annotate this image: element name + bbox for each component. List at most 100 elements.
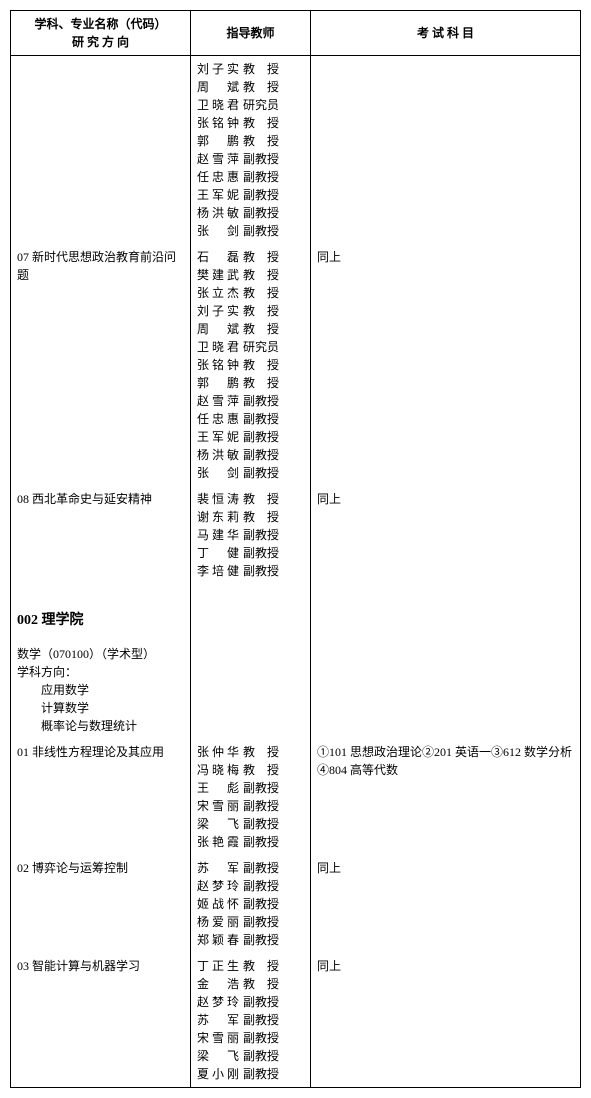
advisor-title: 副教授 (243, 562, 279, 580)
subject-line: 08 西北革命史与延安精神 (17, 490, 184, 508)
advisor-line: 王军妮副教授 (197, 428, 304, 446)
advisor-name: 王军妮 (197, 186, 239, 204)
advisor-title: 副教授 (243, 797, 279, 815)
advisor-title: 副教授 (243, 392, 279, 410)
subject-line: 概率论与数理统计 (17, 717, 184, 735)
advisor-name: 马建华 (197, 526, 239, 544)
advisor-title: 副教授 (243, 544, 279, 562)
advisor-name: 姬战怀 (197, 895, 239, 913)
advisor-line: 王 彪副教授 (197, 779, 304, 797)
exam-cell (311, 56, 581, 245)
advisor-name: 赵梦玲 (197, 993, 239, 1011)
advisor-title: 教 授 (243, 132, 279, 150)
advisor-line: 张艳霞副教授 (197, 833, 304, 851)
advisor-name: 卫晓君 (197, 96, 239, 114)
advisor-line: 卫晓君研究员 (197, 96, 304, 114)
table-row: 08 西北革命史与延安精神裴恒涛教 授谢东莉教 授马建华副教授丁 健副教授李培健… (11, 486, 581, 584)
advisor-name: 任忠惠 (197, 410, 239, 428)
advisor-line: 梁 飞副教授 (197, 1047, 304, 1065)
advisor-cell: 石 磊教 授樊建武教 授张立杰教 授刘子实教 授周 斌教 授卫晓君研究员张铭钟教… (191, 244, 311, 486)
advisor-name: 张 剑 (197, 222, 239, 240)
advisor-title: 副教授 (243, 464, 279, 482)
advisor-name: 任忠惠 (197, 168, 239, 186)
advisor-name: 王军妮 (197, 428, 239, 446)
advisor-line: 任忠惠副教授 (197, 410, 304, 428)
advisor-line: 姬战怀副教授 (197, 895, 304, 913)
advisor-title: 副教授 (243, 931, 279, 949)
advisor-line: 马建华副教授 (197, 526, 304, 544)
advisor-line: 张 剑副教授 (197, 464, 304, 482)
advisor-title: 副教授 (243, 186, 279, 204)
advisor-title: 研究员 (243, 338, 279, 356)
advisor-cell: 刘子实教 授周 斌教 授卫晓君研究员张铭钟教 授郭 鹏教 授赵雪萍副教授任忠惠副… (191, 56, 311, 245)
advisor-line: 周 斌教 授 (197, 78, 304, 96)
advisor-title: 教 授 (243, 302, 279, 320)
advisor-name: 宋雪丽 (197, 1029, 239, 1047)
advisor-name: 樊建武 (197, 266, 239, 284)
header-subject: 学科、专业名称（代码）研 究 方 向 (11, 11, 191, 56)
table-row: 01 非线性方程理论及其应用张仲华教 授冯晓梅教 授王 彪副教授宋雪丽副教授梁 … (11, 739, 581, 855)
advisor-cell (191, 584, 311, 641)
advisor-title: 教 授 (243, 356, 279, 374)
table-row: 数学（070100）（学术型）学科方向： 应用数学 计算数学 概率论与数理统计 (11, 641, 581, 739)
subject-line: 学科方向： (17, 663, 184, 681)
advisor-cell: 张仲华教 授冯晓梅教 授王 彪副教授宋雪丽副教授梁 飞副教授张艳霞副教授 (191, 739, 311, 855)
advisor-line: 樊建武教 授 (197, 266, 304, 284)
page: 学科、专业名称（代码）研 究 方 向 指导教师 考 试 科 目 刘子实教 授周 … (10, 10, 581, 1088)
advisor-line: 宋雪丽副教授 (197, 797, 304, 815)
exam-cell: ①101 思想政治理论②201 英语一③612 数学分析④804 高等代数 (311, 739, 581, 855)
advisor-title: 教 授 (243, 957, 279, 975)
advisor-line: 杨爱丽副教授 (197, 913, 304, 931)
advisor-line: 李培健副教授 (197, 562, 304, 580)
advisor-line: 杨洪敏副教授 (197, 446, 304, 464)
advisor-cell (191, 641, 311, 739)
advisor-name: 张艳霞 (197, 833, 239, 851)
advisor-line: 张铭钟教 授 (197, 114, 304, 132)
advisor-title: 教 授 (243, 78, 279, 96)
advisor-line: 赵雪萍副教授 (197, 150, 304, 168)
advisor-title: 副教授 (243, 895, 279, 913)
advisor-name: 苏 军 (197, 1011, 239, 1029)
advisor-title: 副教授 (243, 526, 279, 544)
subject-cell: 01 非线性方程理论及其应用 (11, 739, 191, 855)
advisor-title: 副教授 (243, 859, 279, 877)
advisor-line: 张 剑副教授 (197, 222, 304, 240)
advisor-title: 副教授 (243, 993, 279, 1011)
advisor-name: 张仲华 (197, 743, 239, 761)
advisor-name: 金 浩 (197, 975, 239, 993)
advisor-name: 杨洪敏 (197, 204, 239, 222)
advisor-name: 谢东莉 (197, 508, 239, 526)
advisor-line: 张仲华教 授 (197, 743, 304, 761)
advisor-name: 石 磊 (197, 248, 239, 266)
advisor-title: 教 授 (243, 266, 279, 284)
advisor-name: 梁 飞 (197, 815, 239, 833)
subject-cell (11, 56, 191, 245)
advisor-title: 副教授 (243, 446, 279, 464)
advisor-title: 副教授 (243, 1011, 279, 1029)
subject-line: 计算数学 (17, 699, 184, 717)
advisor-line: 卫晓君研究员 (197, 338, 304, 356)
table-row: 002 理学院 (11, 584, 581, 641)
header-advisor: 指导教师 (191, 11, 311, 56)
advisor-name: 张铭钟 (197, 356, 239, 374)
advisor-title: 教 授 (243, 60, 279, 78)
advisor-line: 郭 鹏教 授 (197, 132, 304, 150)
advisor-name: 卫晓君 (197, 338, 239, 356)
advisor-name: 刘子实 (197, 302, 239, 320)
header-exam: 考 试 科 目 (311, 11, 581, 56)
advisor-name: 丁 健 (197, 544, 239, 562)
advisor-title: 副教授 (243, 815, 279, 833)
advisor-line: 苏 军副教授 (197, 1011, 304, 1029)
advisor-line: 张立杰教 授 (197, 284, 304, 302)
advisor-line: 郭 鹏教 授 (197, 374, 304, 392)
advisor-title: 副教授 (243, 204, 279, 222)
department-heading: 002 理学院 (17, 588, 184, 637)
advisor-name: 张立杰 (197, 284, 239, 302)
advisor-line: 冯晓梅教 授 (197, 761, 304, 779)
advisor-title: 副教授 (243, 1047, 279, 1065)
advisor-name: 郭 鹏 (197, 374, 239, 392)
advisor-title: 教 授 (243, 508, 279, 526)
advisor-line: 丁正生教 授 (197, 957, 304, 975)
advisor-name: 周 斌 (197, 78, 239, 96)
advisor-name: 杨洪敏 (197, 446, 239, 464)
